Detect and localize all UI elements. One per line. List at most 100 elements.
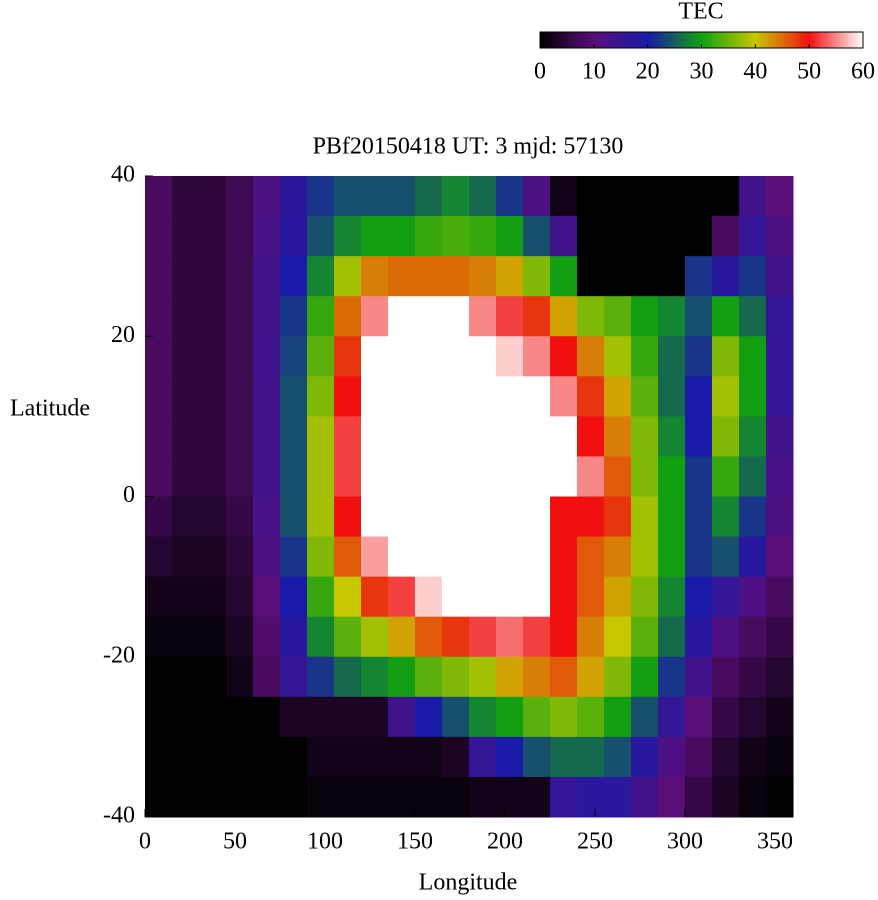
y-tick-label: 0: [123, 482, 135, 508]
heat-cell: [577, 776, 605, 818]
heat-cell: [442, 296, 470, 337]
heat-cell: [280, 576, 308, 618]
colorbar-tick-label: 40: [743, 59, 767, 85]
heat-cell: [199, 696, 227, 738]
heat-cell: [550, 576, 578, 618]
heat-cell: [766, 216, 794, 257]
heat-cell: [469, 256, 497, 297]
heat-cell: [172, 736, 200, 778]
heat-cell: [631, 776, 659, 818]
heat-cell: [280, 176, 308, 217]
heat-cell: [334, 216, 362, 257]
heat-cell: [307, 416, 335, 457]
heat-cell: [334, 296, 362, 337]
heat-cell: [388, 536, 416, 578]
heat-cell: [712, 256, 740, 297]
heat-cell: [577, 216, 605, 257]
heat-cell: [334, 336, 362, 377]
heat-cell: [172, 496, 200, 538]
heat-cell: [334, 736, 362, 778]
heat-cell: [361, 616, 389, 658]
heat-cell: [577, 656, 605, 698]
heat-cell: [523, 456, 551, 497]
heat-cell: [766, 176, 794, 217]
heat-cell: [199, 216, 227, 257]
heat-cell: [496, 256, 524, 297]
heat-cell: [685, 296, 713, 337]
heat-cell: [523, 616, 551, 658]
heat-cell: [604, 656, 632, 698]
heat-cell: [280, 536, 308, 578]
heat-cell: [415, 736, 443, 778]
heat-cell: [361, 376, 389, 417]
heat-cell: [739, 736, 767, 778]
heat-cell: [415, 696, 443, 738]
heat-cell: [631, 216, 659, 257]
heat-cell: [145, 176, 173, 217]
heat-cell: [523, 376, 551, 417]
heat-cell: [334, 176, 362, 217]
heat-cell: [766, 736, 794, 778]
heat-cell: [604, 256, 632, 297]
heat-cell: [523, 656, 551, 698]
heat-cell: [712, 616, 740, 658]
heat-cell: [280, 336, 308, 377]
heat-cell: [361, 456, 389, 497]
heat-cell: [631, 616, 659, 658]
heat-cell: [361, 656, 389, 698]
heat-cell: [199, 176, 227, 217]
heat-cell: [415, 256, 443, 297]
heat-cell: [172, 616, 200, 658]
heat-cell: [199, 616, 227, 658]
x-tick-label: 100: [307, 829, 343, 855]
colorbar-tick-label: 50: [797, 59, 821, 85]
heat-cell: [766, 576, 794, 618]
heat-cell: [145, 496, 173, 538]
heat-cell: [280, 416, 308, 457]
heat-cell: [442, 776, 470, 818]
heat-cell: [469, 296, 497, 337]
heat-cell: [145, 536, 173, 578]
heat-cell: [631, 536, 659, 578]
heat-cell: [685, 656, 713, 698]
heat-cell: [766, 256, 794, 297]
heat-cell: [631, 376, 659, 417]
heat-cell: [550, 456, 578, 497]
heat-cell: [172, 256, 200, 297]
heat-cell: [658, 336, 686, 377]
heat-cell: [739, 656, 767, 698]
heat-cell: [604, 616, 632, 658]
heat-cell: [415, 456, 443, 497]
heat-cell: [766, 496, 794, 538]
heat-cell: [577, 176, 605, 217]
heat-cell: [307, 496, 335, 538]
heat-cell: [172, 176, 200, 217]
heat-cell: [334, 376, 362, 417]
heat-cell: [334, 256, 362, 297]
heat-cell: [199, 656, 227, 698]
heat-cell: [577, 376, 605, 417]
x-tick-label: 300: [667, 829, 703, 855]
heat-cell: [496, 176, 524, 217]
heat-cell: [415, 616, 443, 658]
heat-cell: [361, 576, 389, 618]
heat-cell: [226, 736, 254, 778]
heat-cell: [307, 216, 335, 257]
heat-cell: [199, 296, 227, 337]
heat-cell: [658, 776, 686, 818]
heat-cell: [388, 736, 416, 778]
heat-cell: [631, 456, 659, 497]
colorbar-tick-label: 30: [690, 59, 714, 85]
heat-cell: [712, 376, 740, 417]
heat-cell: [226, 456, 254, 497]
heat-cell: [307, 296, 335, 337]
heat-cell: [766, 336, 794, 377]
heat-cell: [712, 416, 740, 457]
heat-cell: [361, 176, 389, 217]
heat-cell: [442, 536, 470, 578]
heat-cell: [739, 336, 767, 377]
heat-cell: [712, 576, 740, 618]
heat-cell: [496, 696, 524, 738]
heat-cell: [280, 776, 308, 818]
heat-cell: [388, 696, 416, 738]
